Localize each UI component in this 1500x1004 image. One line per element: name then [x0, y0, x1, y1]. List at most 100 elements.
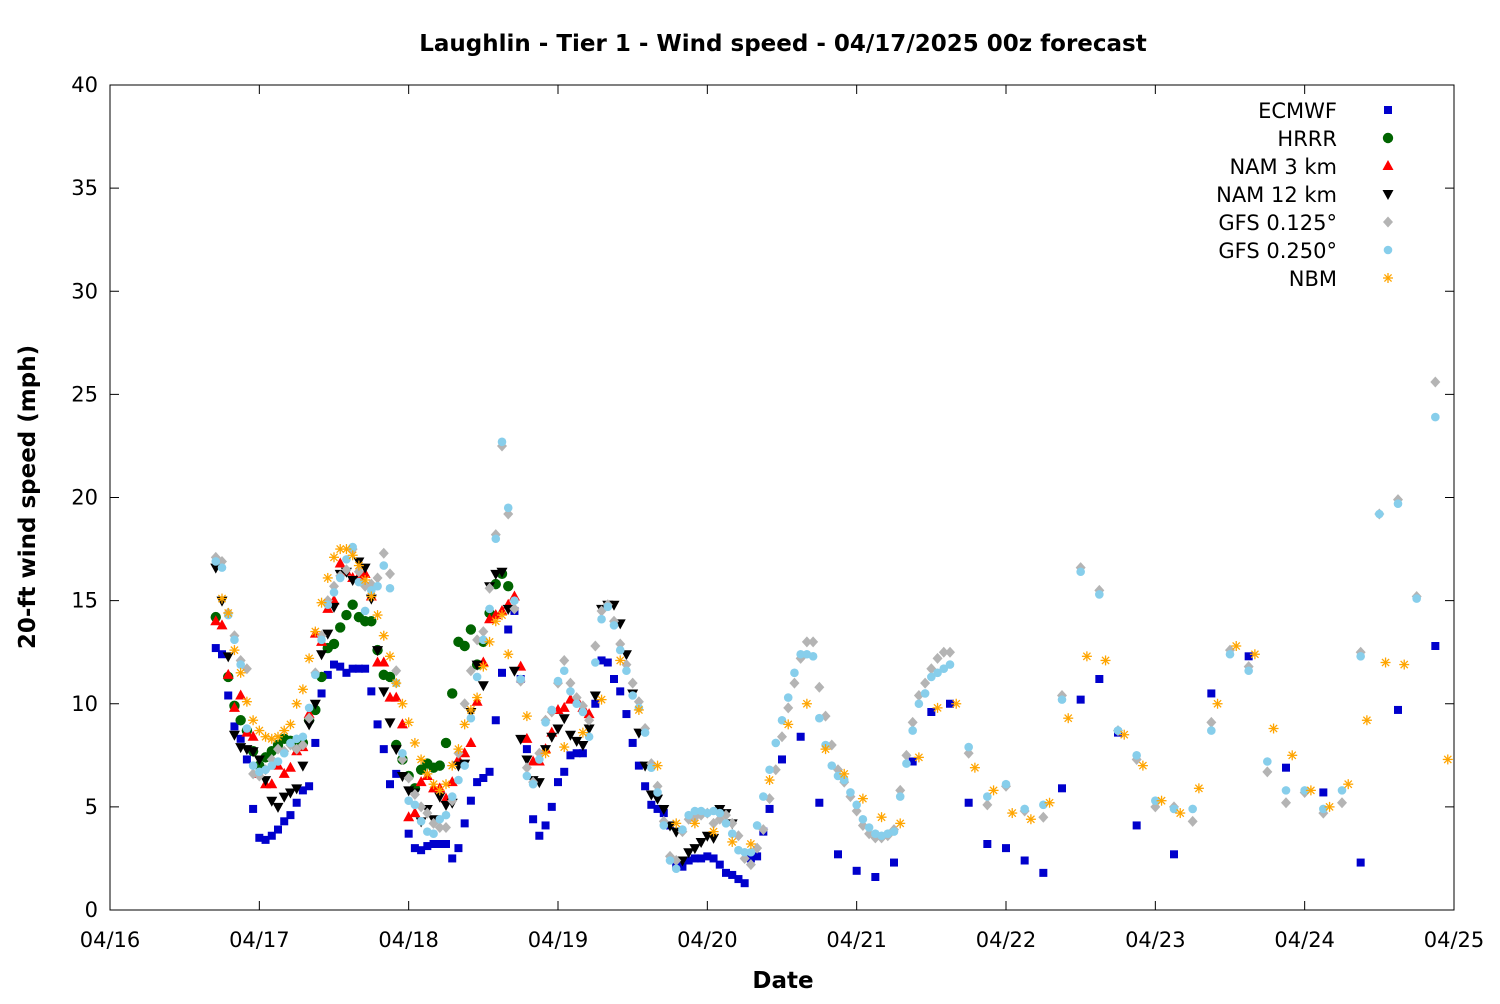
data-point: [466, 713, 476, 723]
data-point: [715, 860, 724, 869]
data-point: [435, 814, 445, 824]
data-point: [771, 738, 781, 748]
series-gfs-0-250: [211, 412, 1440, 874]
legend-marker: [1382, 190, 1394, 200]
data-point: [1156, 795, 1167, 806]
data-point: [1039, 868, 1048, 877]
data-point: [558, 714, 570, 725]
legend-item: NBM: [1289, 267, 1393, 291]
data-point: [815, 798, 824, 807]
data-point: [279, 725, 290, 736]
data-point: [752, 821, 762, 830]
data-point: [496, 567, 508, 578]
data-point: [434, 822, 445, 833]
x-tick-label: 04/22: [976, 928, 1037, 952]
data-point: [360, 606, 370, 616]
data-point: [1262, 766, 1273, 778]
data-point: [764, 775, 775, 786]
data-point: [472, 672, 482, 682]
data-point: [689, 844, 701, 855]
data-point: [211, 557, 221, 566]
data-point: [846, 788, 855, 797]
data-point: [1305, 785, 1316, 796]
legend-label: NAM 3 km: [1229, 155, 1337, 179]
data-point: [218, 650, 226, 659]
data-point: [1300, 786, 1309, 795]
data-point: [640, 728, 650, 737]
data-point: [1038, 811, 1049, 823]
data-point: [490, 616, 501, 627]
data-point: [808, 636, 819, 648]
data-point: [448, 854, 457, 863]
x-tick-label: 04/19: [528, 928, 589, 952]
data-point: [727, 836, 738, 847]
data-point: [777, 715, 787, 725]
data-point: [434, 792, 446, 803]
data-point: [322, 629, 334, 640]
data-point: [578, 707, 588, 717]
data-point: [1151, 796, 1160, 805]
data-point: [1187, 815, 1198, 827]
data-point: [765, 804, 774, 813]
data-point: [235, 667, 246, 678]
data-point: [297, 739, 308, 751]
data-point: [1263, 757, 1272, 766]
data-point: [267, 761, 277, 770]
data-point: [1281, 797, 1291, 809]
data-point: [478, 626, 489, 638]
data-point: [384, 671, 396, 683]
data-point: [1063, 713, 1074, 724]
y-tick-label: 10: [71, 692, 98, 716]
data-point: [658, 804, 670, 815]
data-point: [945, 646, 955, 658]
y-tick-label: 40: [71, 73, 98, 97]
data-point: [403, 811, 415, 822]
data-point: [423, 842, 432, 851]
data-point: [323, 600, 333, 610]
data-point: [385, 651, 395, 662]
data-point: [317, 689, 326, 698]
data-point: [697, 854, 706, 863]
y-tick-label: 20: [71, 486, 98, 510]
data-point: [777, 731, 787, 743]
data-point: [1193, 783, 1204, 794]
data-point: [390, 745, 402, 756]
data-point: [441, 810, 451, 820]
data-point: [1170, 850, 1178, 859]
data-point: [1356, 858, 1365, 867]
data-point: [397, 698, 408, 709]
data-point: [465, 665, 476, 677]
data-point: [753, 852, 762, 861]
legend-label: GFS 0.250°: [1218, 239, 1337, 263]
data-point: [303, 720, 315, 731]
data-point: [1044, 797, 1055, 808]
series-ecmwf: [211, 606, 1440, 888]
data-point: [396, 771, 408, 782]
legend-item: ECMWF: [1258, 99, 1392, 123]
data-point: [409, 789, 420, 800]
x-tick-label: 04/16: [80, 928, 141, 952]
data-point: [348, 664, 357, 673]
data-point: [827, 761, 837, 770]
data-point: [901, 749, 912, 761]
data-point: [311, 738, 320, 747]
data-point: [1249, 649, 1260, 660]
data-point: [472, 692, 483, 703]
data-point: [404, 829, 413, 838]
data-point: [589, 691, 601, 702]
data-point: [410, 844, 419, 853]
data-point: [261, 835, 270, 844]
data-point: [390, 691, 402, 702]
data-point: [210, 615, 222, 626]
legend-item: GFS 0.125°: [1218, 211, 1393, 235]
data-point: [298, 786, 307, 795]
data-point: [366, 616, 377, 627]
data-point: [521, 732, 533, 743]
data-point: [348, 542, 357, 552]
series-nam-12-km: [210, 557, 738, 867]
data-point: [727, 817, 738, 829]
x-tick-label: 04/17: [229, 928, 290, 952]
data-point: [1244, 652, 1253, 661]
data-point: [498, 668, 506, 677]
